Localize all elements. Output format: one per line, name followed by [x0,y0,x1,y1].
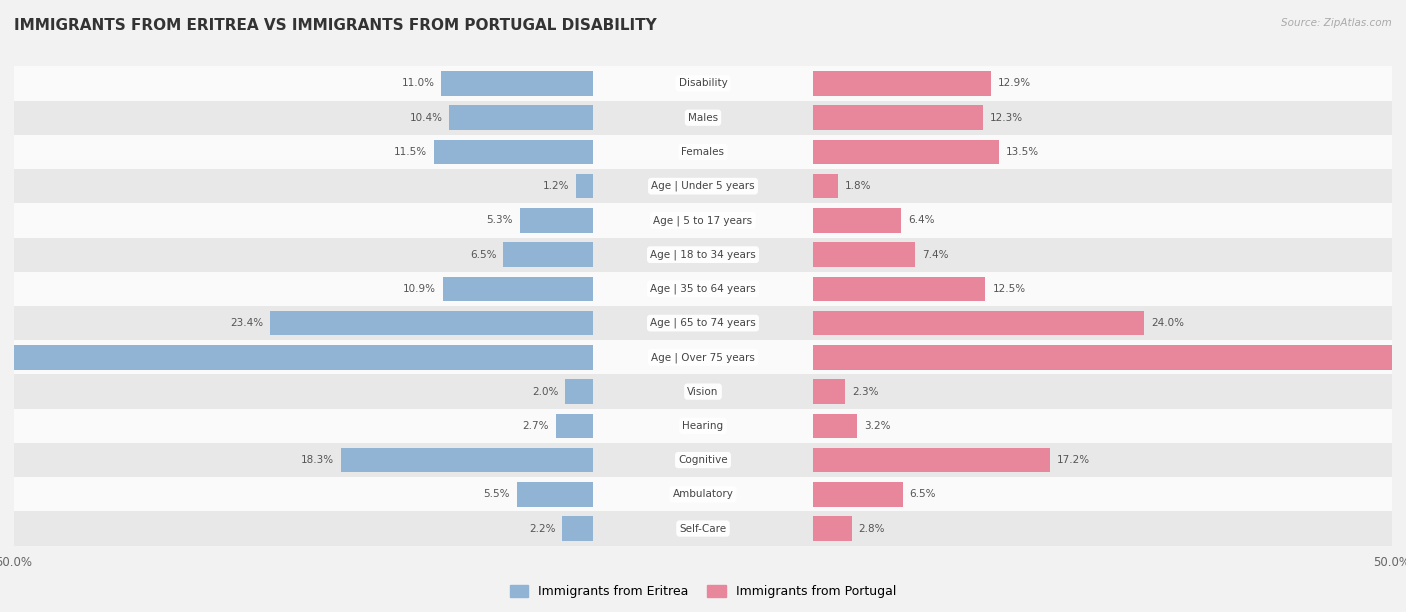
Bar [555,414,593,438]
Text: 6.5%: 6.5% [910,490,936,499]
Bar [14,203,1392,237]
Bar [450,105,593,130]
Text: 2.3%: 2.3% [852,387,879,397]
Bar [14,443,1392,477]
Bar [813,345,1406,370]
Text: IMMIGRANTS FROM ERITREA VS IMMIGRANTS FROM PORTUGAL DISABILITY: IMMIGRANTS FROM ERITREA VS IMMIGRANTS FR… [14,18,657,34]
Text: 24.0%: 24.0% [1152,318,1184,328]
Bar [14,135,1392,169]
Text: Age | 18 to 34 years: Age | 18 to 34 years [650,250,756,260]
Text: Age | 5 to 17 years: Age | 5 to 17 years [654,215,752,226]
Bar [14,340,1392,375]
Text: Males: Males [688,113,718,122]
Text: 2.2%: 2.2% [529,523,555,534]
Bar [434,140,593,164]
Bar [813,311,1144,335]
Bar [14,66,1392,100]
Bar [576,174,593,198]
Bar [340,448,593,472]
Text: Age | Under 5 years: Age | Under 5 years [651,181,755,192]
Bar [517,482,593,507]
Bar [813,71,991,96]
Text: Self-Care: Self-Care [679,523,727,534]
Bar [270,311,593,335]
Bar [441,71,593,96]
Legend: Immigrants from Eritrea, Immigrants from Portugal: Immigrants from Eritrea, Immigrants from… [505,580,901,603]
Bar [813,105,983,130]
Text: Age | Over 75 years: Age | Over 75 years [651,352,755,362]
Bar [813,482,903,507]
Text: 6.5%: 6.5% [470,250,496,259]
Bar [813,208,901,233]
Text: Age | 35 to 64 years: Age | 35 to 64 years [650,283,756,294]
Bar [14,100,1392,135]
Text: Vision: Vision [688,387,718,397]
Text: Ambulatory: Ambulatory [672,490,734,499]
Text: 6.4%: 6.4% [908,215,935,225]
Text: 2.8%: 2.8% [859,523,886,534]
Bar [0,345,593,370]
Bar [14,375,1392,409]
Text: 2.7%: 2.7% [522,421,548,431]
Bar [813,516,852,541]
Text: 12.5%: 12.5% [993,284,1025,294]
Text: 18.3%: 18.3% [301,455,333,465]
Bar [14,237,1392,272]
Text: 12.9%: 12.9% [998,78,1031,89]
Bar [813,379,845,404]
Bar [443,277,593,301]
Text: 5.3%: 5.3% [486,215,513,225]
Bar [562,516,593,541]
Bar [14,169,1392,203]
Bar [813,448,1050,472]
Text: 2.0%: 2.0% [531,387,558,397]
Bar [14,477,1392,512]
Text: Source: ZipAtlas.com: Source: ZipAtlas.com [1281,18,1392,28]
Text: 5.5%: 5.5% [484,490,510,499]
Bar [503,242,593,267]
Bar [14,272,1392,306]
Bar [813,277,986,301]
Text: Females: Females [682,147,724,157]
Text: 13.5%: 13.5% [1007,147,1039,157]
Text: 11.5%: 11.5% [394,147,427,157]
Text: Cognitive: Cognitive [678,455,728,465]
Bar [14,306,1392,340]
Text: 1.2%: 1.2% [543,181,569,191]
Bar [520,208,593,233]
Bar [14,409,1392,443]
Bar [813,414,858,438]
Text: Age | 65 to 74 years: Age | 65 to 74 years [650,318,756,329]
Bar [813,242,915,267]
Bar [565,379,593,404]
Text: Hearing: Hearing [682,421,724,431]
Text: Disability: Disability [679,78,727,89]
Text: 3.2%: 3.2% [865,421,891,431]
Text: 10.4%: 10.4% [409,113,443,122]
Text: 11.0%: 11.0% [401,78,434,89]
Text: 1.8%: 1.8% [845,181,872,191]
Text: 10.9%: 10.9% [402,284,436,294]
Bar [813,140,1000,164]
Bar [14,512,1392,546]
Bar [813,174,838,198]
Text: 7.4%: 7.4% [922,250,949,259]
Text: 23.4%: 23.4% [231,318,263,328]
Text: 17.2%: 17.2% [1057,455,1090,465]
Text: 12.3%: 12.3% [990,113,1022,122]
